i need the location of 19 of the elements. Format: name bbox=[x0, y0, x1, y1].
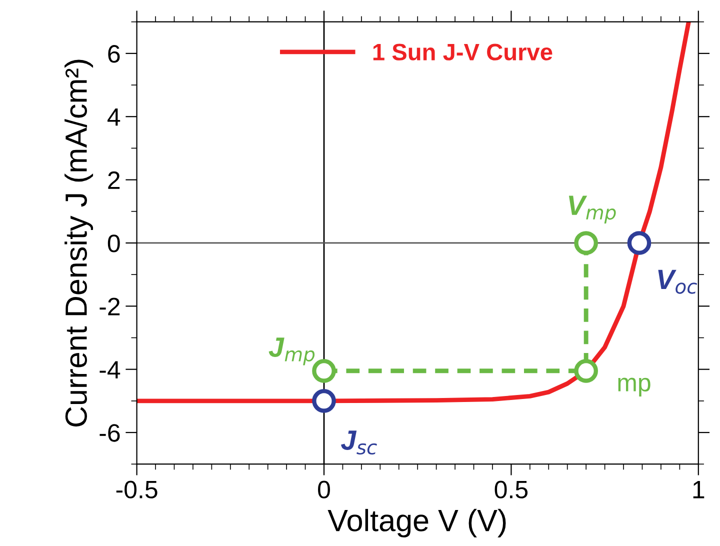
y-tick-label: 4 bbox=[108, 108, 120, 126]
annotation: mp bbox=[618, 378, 650, 396]
y-tick-label: -4 bbox=[100, 361, 120, 378]
annotation: J$_{sc}$ bbox=[341, 430, 377, 455]
y-tick-label: 0 bbox=[108, 234, 120, 252]
y-axis-title: Current Density J (mA/cm²) bbox=[64, 60, 94, 426]
x-tick-label: -0.5 bbox=[116, 480, 158, 498]
x-tick-label: 1 bbox=[693, 480, 704, 498]
y-tick-label: -2 bbox=[100, 298, 120, 316]
y-tick-label: 6 bbox=[108, 45, 120, 63]
x-tick-label: 0 bbox=[318, 480, 330, 498]
y-tick-label: -6 bbox=[100, 424, 120, 442]
annotation: J$_{mp}$ bbox=[268, 338, 315, 366]
x-tick-label: 0.5 bbox=[494, 480, 528, 498]
y-tick-label: 2 bbox=[108, 171, 120, 189]
annotation: V$_{oc}$ bbox=[658, 270, 698, 294]
x-axis-title: Voltage V (V) bbox=[328, 508, 506, 538]
legend-label: 1 Sun J-V Curve bbox=[373, 44, 552, 60]
annotation: V$_{mp}$ bbox=[568, 196, 616, 224]
